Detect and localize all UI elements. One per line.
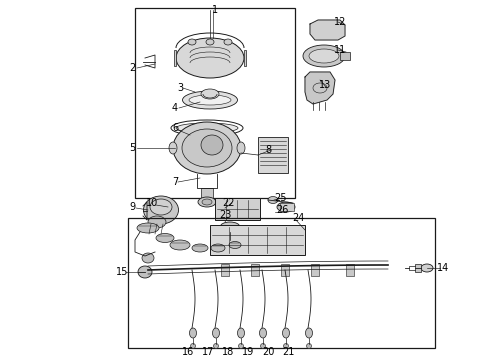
- Ellipse shape: [261, 343, 266, 348]
- Bar: [311, 264, 319, 276]
- Text: 17: 17: [202, 347, 214, 357]
- Text: 26: 26: [276, 205, 288, 215]
- Bar: [128, 218, 435, 348]
- Bar: [221, 264, 229, 276]
- Bar: [251, 264, 259, 276]
- Ellipse shape: [148, 216, 166, 228]
- Text: 22: 22: [222, 198, 234, 208]
- Polygon shape: [310, 20, 345, 40]
- Ellipse shape: [191, 343, 196, 348]
- Text: 7: 7: [172, 177, 178, 187]
- Ellipse shape: [202, 199, 212, 205]
- Text: 23: 23: [219, 210, 231, 220]
- Ellipse shape: [268, 197, 278, 203]
- Text: 6: 6: [172, 123, 178, 133]
- Text: 24: 24: [292, 213, 304, 223]
- Ellipse shape: [277, 202, 295, 212]
- Ellipse shape: [188, 39, 196, 45]
- Ellipse shape: [142, 253, 154, 263]
- Text: 11: 11: [334, 45, 346, 55]
- Ellipse shape: [201, 135, 223, 155]
- Ellipse shape: [307, 343, 312, 348]
- Ellipse shape: [260, 328, 267, 338]
- Text: 18: 18: [222, 347, 234, 357]
- Bar: [346, 264, 354, 276]
- Bar: [244, 50, 246, 66]
- Ellipse shape: [144, 196, 178, 224]
- Text: 12: 12: [334, 17, 346, 27]
- Bar: [340, 52, 350, 60]
- Text: 9: 9: [129, 202, 135, 212]
- Ellipse shape: [176, 123, 238, 133]
- Text: 10: 10: [146, 198, 158, 208]
- Text: 5: 5: [129, 143, 135, 153]
- Ellipse shape: [238, 328, 245, 338]
- Ellipse shape: [421, 264, 433, 272]
- Ellipse shape: [182, 91, 238, 109]
- Ellipse shape: [211, 244, 225, 252]
- Ellipse shape: [220, 222, 240, 232]
- Ellipse shape: [237, 142, 245, 154]
- Text: 14: 14: [437, 263, 449, 273]
- Ellipse shape: [305, 328, 313, 338]
- Ellipse shape: [283, 328, 290, 338]
- Bar: [415, 264, 421, 272]
- Bar: [281, 264, 289, 276]
- Ellipse shape: [150, 199, 172, 215]
- Ellipse shape: [309, 49, 339, 63]
- Text: 21: 21: [282, 347, 294, 357]
- Bar: [215, 198, 260, 220]
- Ellipse shape: [229, 242, 241, 248]
- Ellipse shape: [303, 45, 345, 67]
- Ellipse shape: [169, 142, 177, 154]
- Ellipse shape: [138, 266, 152, 278]
- Bar: [258, 137, 288, 173]
- Ellipse shape: [192, 244, 208, 252]
- Ellipse shape: [214, 343, 219, 348]
- Ellipse shape: [239, 343, 244, 348]
- Text: 4: 4: [172, 103, 178, 113]
- Ellipse shape: [201, 89, 219, 99]
- Text: 16: 16: [182, 347, 194, 357]
- Text: 19: 19: [242, 347, 254, 357]
- Ellipse shape: [156, 234, 174, 243]
- Text: 3: 3: [177, 83, 183, 93]
- Text: 15: 15: [116, 267, 128, 277]
- Text: 25: 25: [274, 193, 286, 203]
- Ellipse shape: [170, 240, 190, 250]
- Bar: [280, 203, 294, 211]
- Bar: [135, 8, 295, 198]
- Bar: [201, 188, 213, 200]
- Text: 20: 20: [262, 347, 274, 357]
- Text: 2: 2: [129, 63, 135, 73]
- Ellipse shape: [190, 328, 196, 338]
- Bar: [174, 50, 176, 66]
- Text: 8: 8: [265, 145, 271, 155]
- Ellipse shape: [189, 95, 231, 105]
- Ellipse shape: [198, 197, 216, 207]
- Ellipse shape: [206, 39, 214, 45]
- Ellipse shape: [284, 343, 289, 348]
- Ellipse shape: [176, 38, 244, 78]
- Polygon shape: [305, 72, 335, 104]
- Text: 1: 1: [212, 5, 218, 15]
- Text: 13: 13: [319, 80, 331, 90]
- Ellipse shape: [173, 122, 241, 174]
- Bar: [210, 225, 305, 255]
- Ellipse shape: [224, 39, 232, 45]
- Ellipse shape: [137, 223, 159, 233]
- Ellipse shape: [182, 129, 232, 167]
- Ellipse shape: [213, 328, 220, 338]
